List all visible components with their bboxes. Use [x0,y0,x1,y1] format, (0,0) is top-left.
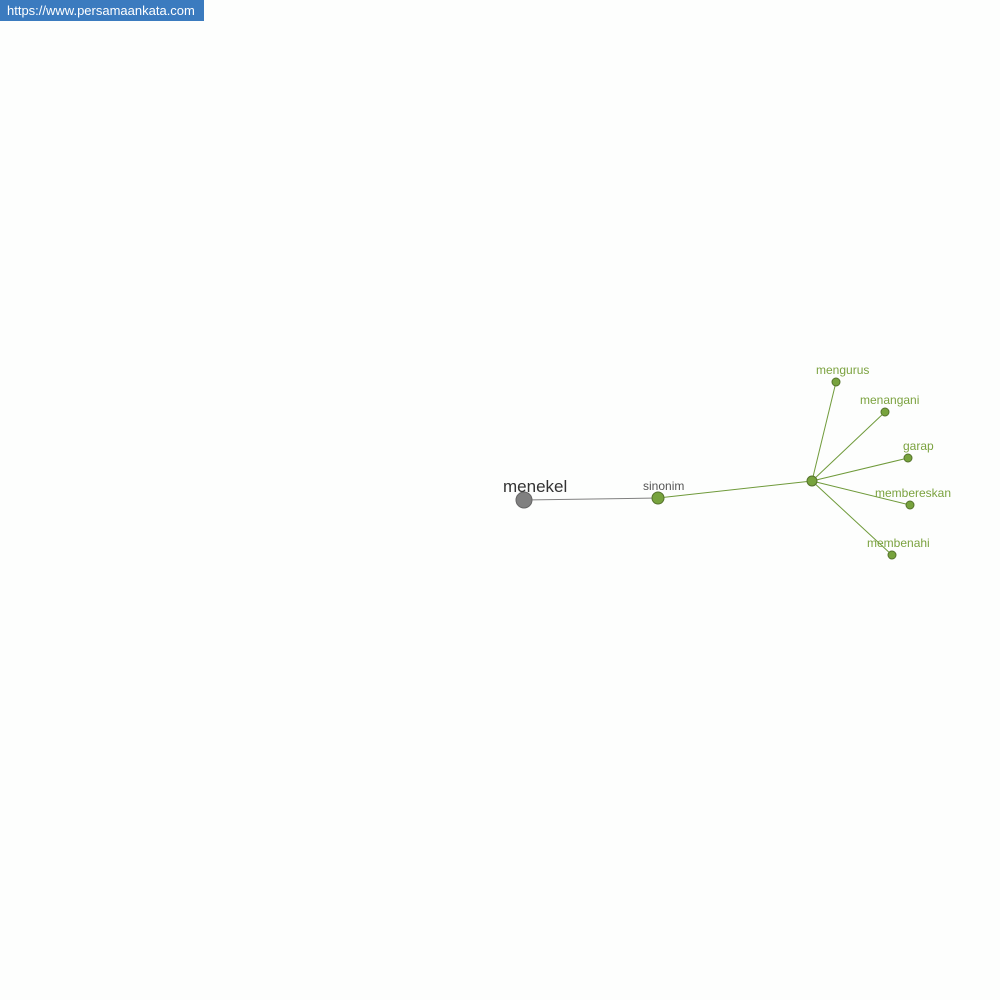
synonym-label-menangani[interactable]: menangani [860,393,919,407]
edge-hub-menangani [811,411,886,482]
synonym-node-membereskan[interactable] [905,500,915,510]
edge-relation-hub [657,480,813,499]
root-node[interactable] [515,491,533,509]
edge-hub-membereskan [811,480,911,506]
relation-node[interactable] [651,491,665,505]
relation-label: sinonim [643,479,684,493]
synonym-label-garap[interactable]: garap [903,439,934,453]
edge-hub-garap [811,457,909,482]
synonym-label-mengurus[interactable]: mengurus [816,363,869,377]
root-label[interactable]: menekel [503,477,567,496]
synonym-node-menangani[interactable] [880,407,890,417]
synonym-label-membereskan[interactable]: membereskan [875,486,951,500]
edge-hub-membenahi [811,480,893,556]
synonym-label-membenahi[interactable]: membenahi [867,536,930,550]
synonym-node-mengurus[interactable] [831,377,841,387]
synonym-node-membenahi[interactable] [887,550,897,560]
site-url-badge[interactable]: https://www.persamaankata.com [0,0,204,21]
edge-hub-mengurus [811,381,837,482]
hub-node[interactable] [806,475,818,487]
edge-root-relation [523,497,659,501]
synonym-node-garap[interactable] [903,453,913,463]
